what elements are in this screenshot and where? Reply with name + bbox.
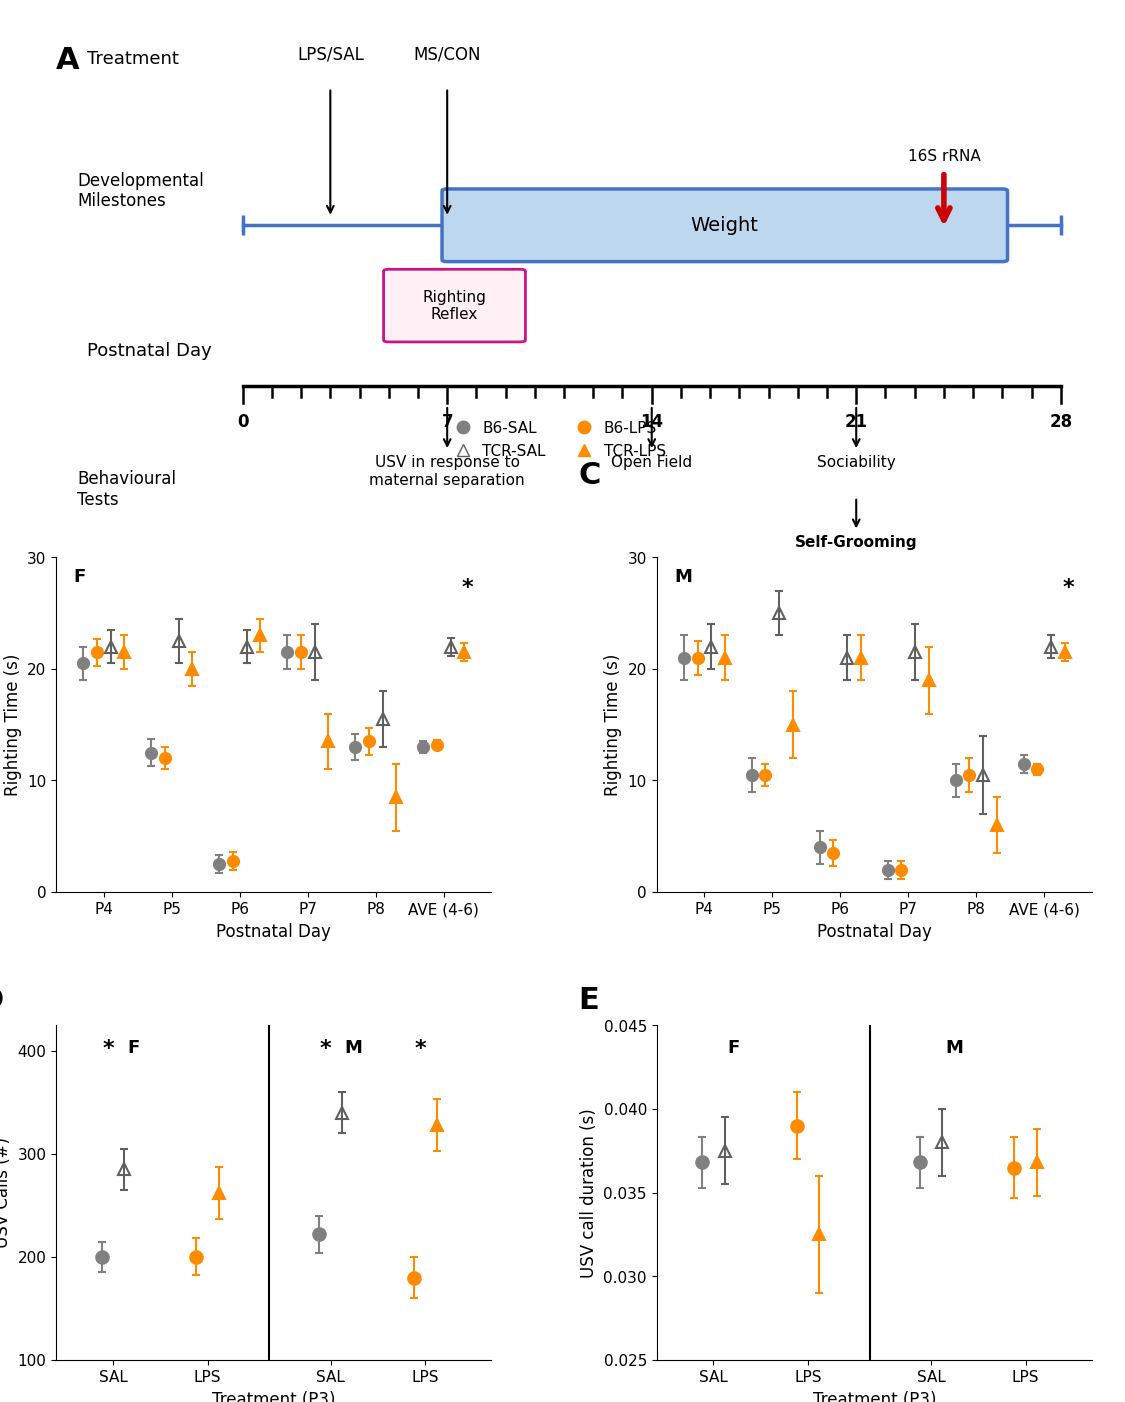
Text: M: M [344, 1039, 362, 1057]
Text: *: * [1062, 578, 1073, 597]
Text: 7: 7 [441, 414, 452, 430]
Text: Open Field: Open Field [611, 456, 692, 470]
Text: M: M [674, 568, 692, 586]
Text: 14: 14 [640, 414, 663, 430]
Y-axis label: Righting Time (s): Righting Time (s) [3, 653, 21, 796]
FancyBboxPatch shape [442, 189, 1007, 262]
Text: 16S rRNA: 16S rRNA [907, 150, 980, 164]
X-axis label: Postnatal Day: Postnatal Day [817, 923, 932, 941]
Text: F: F [73, 568, 86, 586]
Text: E: E [578, 986, 598, 1015]
Text: Weight: Weight [691, 216, 758, 236]
Text: F: F [727, 1039, 739, 1057]
X-axis label: Treatment (P3): Treatment (P3) [212, 1391, 335, 1402]
Text: Behavioural
Tests: Behavioural Tests [76, 470, 176, 509]
Text: *: * [319, 1039, 332, 1059]
Y-axis label: USV call duration (s): USV call duration (s) [579, 1108, 597, 1277]
Text: Self-Grooming: Self-Grooming [794, 536, 917, 551]
Text: Developmental
Milestones: Developmental Milestones [76, 171, 204, 210]
X-axis label: Treatment (P3): Treatment (P3) [812, 1391, 936, 1402]
Y-axis label: USV Calls (#): USV Calls (#) [0, 1137, 12, 1248]
Text: D: D [0, 986, 3, 1015]
Text: C: C [578, 461, 601, 491]
Text: 21: 21 [844, 414, 867, 430]
Text: Treatment: Treatment [88, 49, 179, 67]
Text: Righting
Reflex: Righting Reflex [422, 290, 486, 322]
Text: A: A [56, 46, 80, 74]
Text: MS/CON: MS/CON [413, 46, 480, 64]
Legend: B6-SAL, TCR-SAL, B6-LPS, TCR-LPS: B6-SAL, TCR-SAL, B6-LPS, TCR-LPS [441, 415, 672, 464]
Text: *: * [414, 1039, 426, 1059]
Text: F: F [127, 1039, 140, 1057]
Text: *: * [102, 1039, 114, 1059]
Text: *: * [461, 578, 474, 597]
Text: 0: 0 [236, 414, 249, 430]
Y-axis label: Righting Time (s): Righting Time (s) [604, 653, 622, 796]
Text: Sociability: Sociability [817, 456, 896, 470]
Text: Postnatal Day: Postnatal Day [88, 342, 212, 359]
Text: M: M [945, 1039, 963, 1057]
FancyBboxPatch shape [384, 269, 525, 342]
Text: USV in response to
maternal separation: USV in response to maternal separation [369, 456, 524, 488]
Text: 28: 28 [1048, 414, 1072, 430]
Text: LPS/SAL: LPS/SAL [297, 46, 363, 64]
X-axis label: Postnatal Day: Postnatal Day [216, 923, 331, 941]
